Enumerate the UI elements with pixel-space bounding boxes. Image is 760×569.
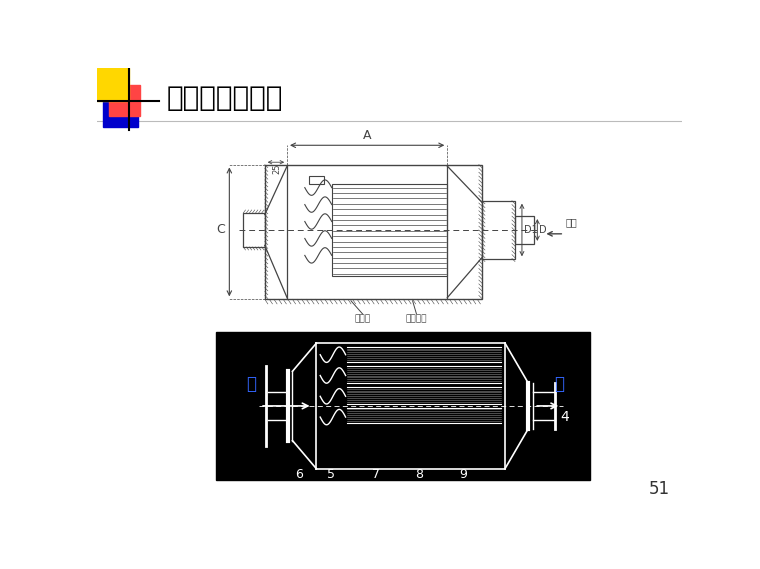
Text: 8: 8	[415, 468, 423, 481]
Bar	[309, 176, 324, 184]
Text: 四、过滤吸收器: 四、过滤吸收器	[166, 84, 283, 112]
Text: 进: 进	[246, 376, 256, 393]
Text: A: A	[363, 129, 372, 142]
Bar	[264, 164, 482, 299]
Text: 51: 51	[648, 480, 670, 498]
Bar	[332, 184, 447, 276]
Text: 气流: 气流	[565, 217, 577, 227]
Bar	[97, 68, 129, 101]
Bar	[103, 92, 138, 127]
Text: 变位板: 变位板	[354, 315, 371, 324]
Bar	[482, 201, 515, 259]
Text: 7: 7	[372, 468, 380, 481]
Text: 25: 25	[273, 163, 282, 174]
Text: D: D	[539, 225, 546, 235]
Text: C: C	[216, 224, 225, 237]
Text: 消活积板: 消活积板	[406, 315, 427, 324]
Bar	[217, 332, 590, 480]
Bar	[109, 85, 140, 116]
Text: 9: 9	[460, 468, 467, 481]
Text: 出: 出	[554, 376, 564, 393]
Bar	[515, 216, 534, 244]
Bar	[243, 213, 264, 247]
Text: 5: 5	[327, 468, 335, 481]
Text: 6: 6	[295, 468, 302, 481]
Text: 4: 4	[561, 410, 569, 424]
Text: D1: D1	[524, 225, 538, 235]
